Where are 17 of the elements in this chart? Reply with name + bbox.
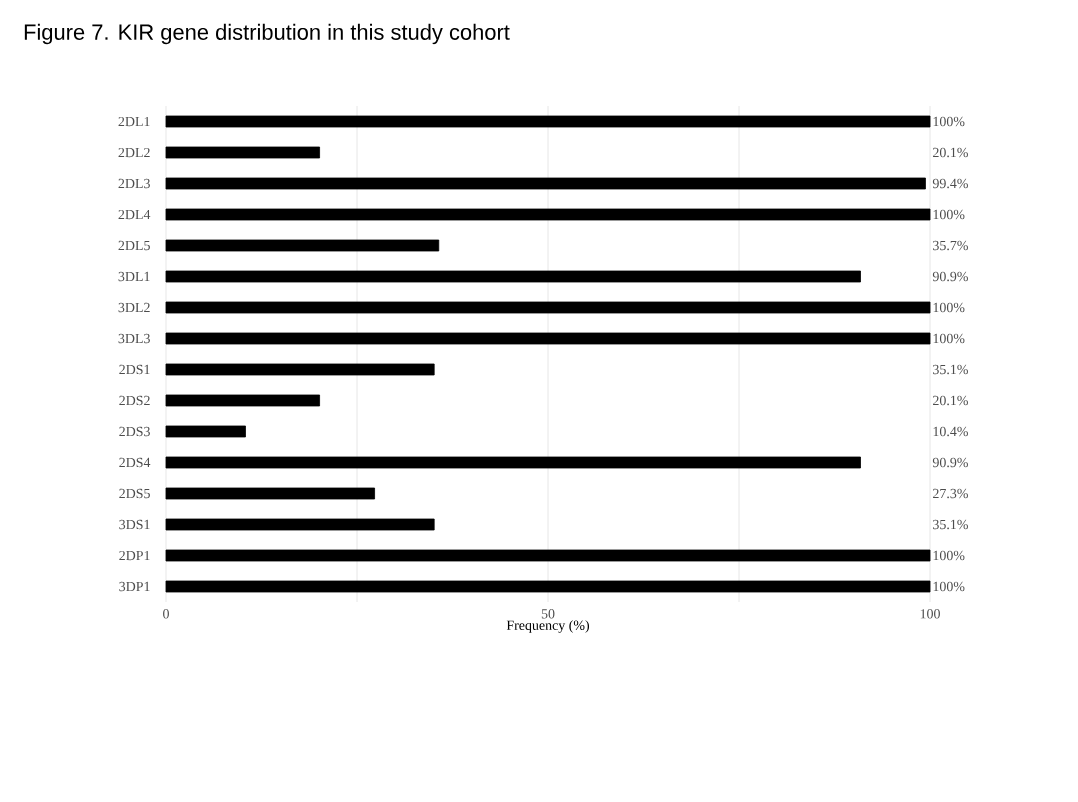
chart-title: Figure 7. KIR gene distribution in this study cohort bbox=[24, 23, 510, 45]
bar bbox=[165, 456, 861, 469]
bar bbox=[165, 177, 926, 190]
bar bbox=[165, 301, 931, 314]
bar bbox=[165, 146, 320, 159]
bar bbox=[165, 549, 931, 562]
bar bbox=[165, 487, 375, 500]
bar bbox=[165, 239, 440, 252]
bar bbox=[165, 580, 931, 593]
bar bbox=[165, 518, 435, 531]
bar bbox=[165, 270, 861, 283]
bar bbox=[165, 208, 931, 221]
bar bbox=[165, 363, 435, 376]
bar bbox=[165, 115, 931, 128]
bar bbox=[165, 332, 931, 345]
bar bbox=[165, 425, 246, 438]
bar bbox=[165, 394, 320, 407]
